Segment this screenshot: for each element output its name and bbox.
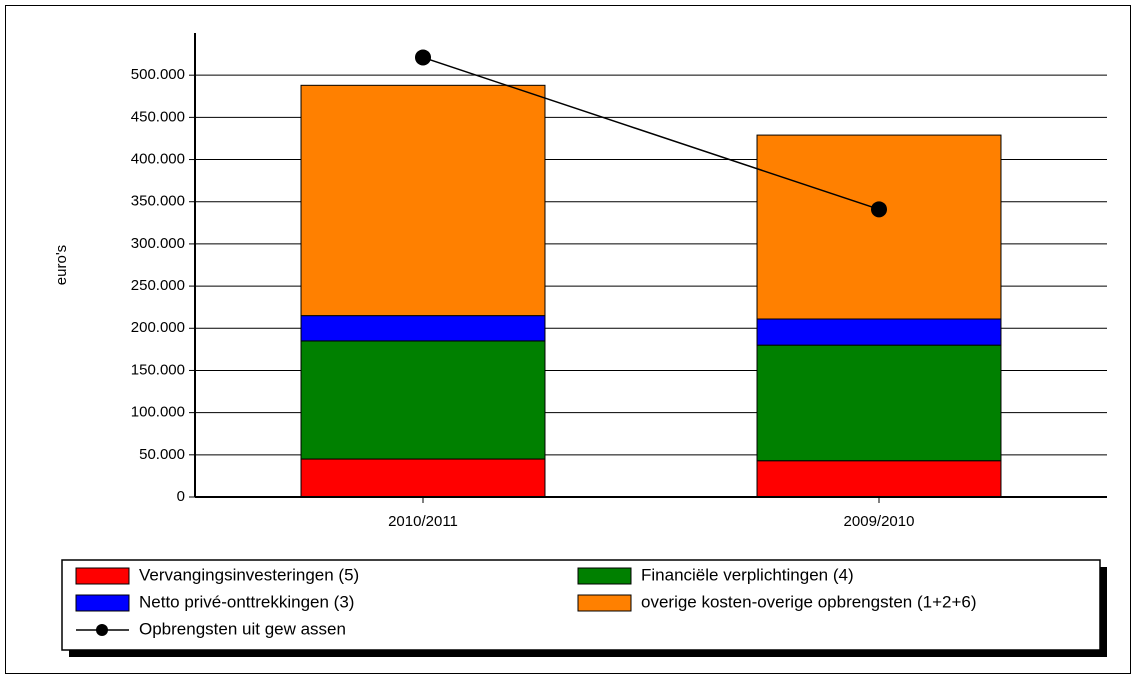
y-tick-label: 150.000: [131, 361, 185, 378]
bar-segment: [300, 84, 546, 317]
bar-segment: [300, 315, 546, 342]
line-marker: [871, 201, 887, 218]
line-series: [422, 56, 880, 211]
line-marker: [415, 49, 431, 66]
x-tick-label: 2010/2011: [388, 513, 458, 530]
x-tick-label: 2009/2010: [844, 513, 915, 530]
legend-label: Financiële verplichtingen (4): [641, 565, 854, 584]
y-tick-label: 350.000: [131, 193, 185, 210]
bar-segment: [300, 340, 546, 460]
bar-segment: [756, 318, 1002, 346]
legend-swatch: [577, 567, 632, 585]
y-tick-label: 500.000: [131, 66, 185, 83]
legend-swatch: [577, 594, 632, 612]
y-tick-label: 300.000: [131, 235, 185, 252]
legend-swatch: [75, 567, 130, 585]
legend-label: overige kosten-overige opbrengsten (1+2+…: [641, 592, 977, 611]
legend-label: Netto privé-onttrekkingen (3): [139, 592, 354, 611]
y-tick-label: 200.000: [131, 319, 185, 336]
y-tick-label: 0: [177, 488, 185, 505]
bar-segment: [300, 458, 546, 498]
legend-label: Opbrengsten uit gew assen: [139, 619, 346, 638]
legend-swatch: [75, 594, 130, 612]
y-tick-label: 50.000: [139, 446, 185, 463]
bar-segment: [756, 134, 1002, 320]
legend-marker: [96, 624, 108, 636]
y-axis-title: euro's: [53, 245, 70, 285]
y-tick-label: 450.000: [131, 108, 185, 125]
y-tick-label: 250.000: [131, 277, 185, 294]
legend-label: Vervangingsinvesteringen (5): [139, 565, 359, 584]
bar-segment: [756, 460, 1002, 498]
y-tick-label: 100.000: [131, 404, 185, 421]
bar-segment: [756, 344, 1002, 462]
y-tick-label: 400.000: [131, 151, 185, 168]
